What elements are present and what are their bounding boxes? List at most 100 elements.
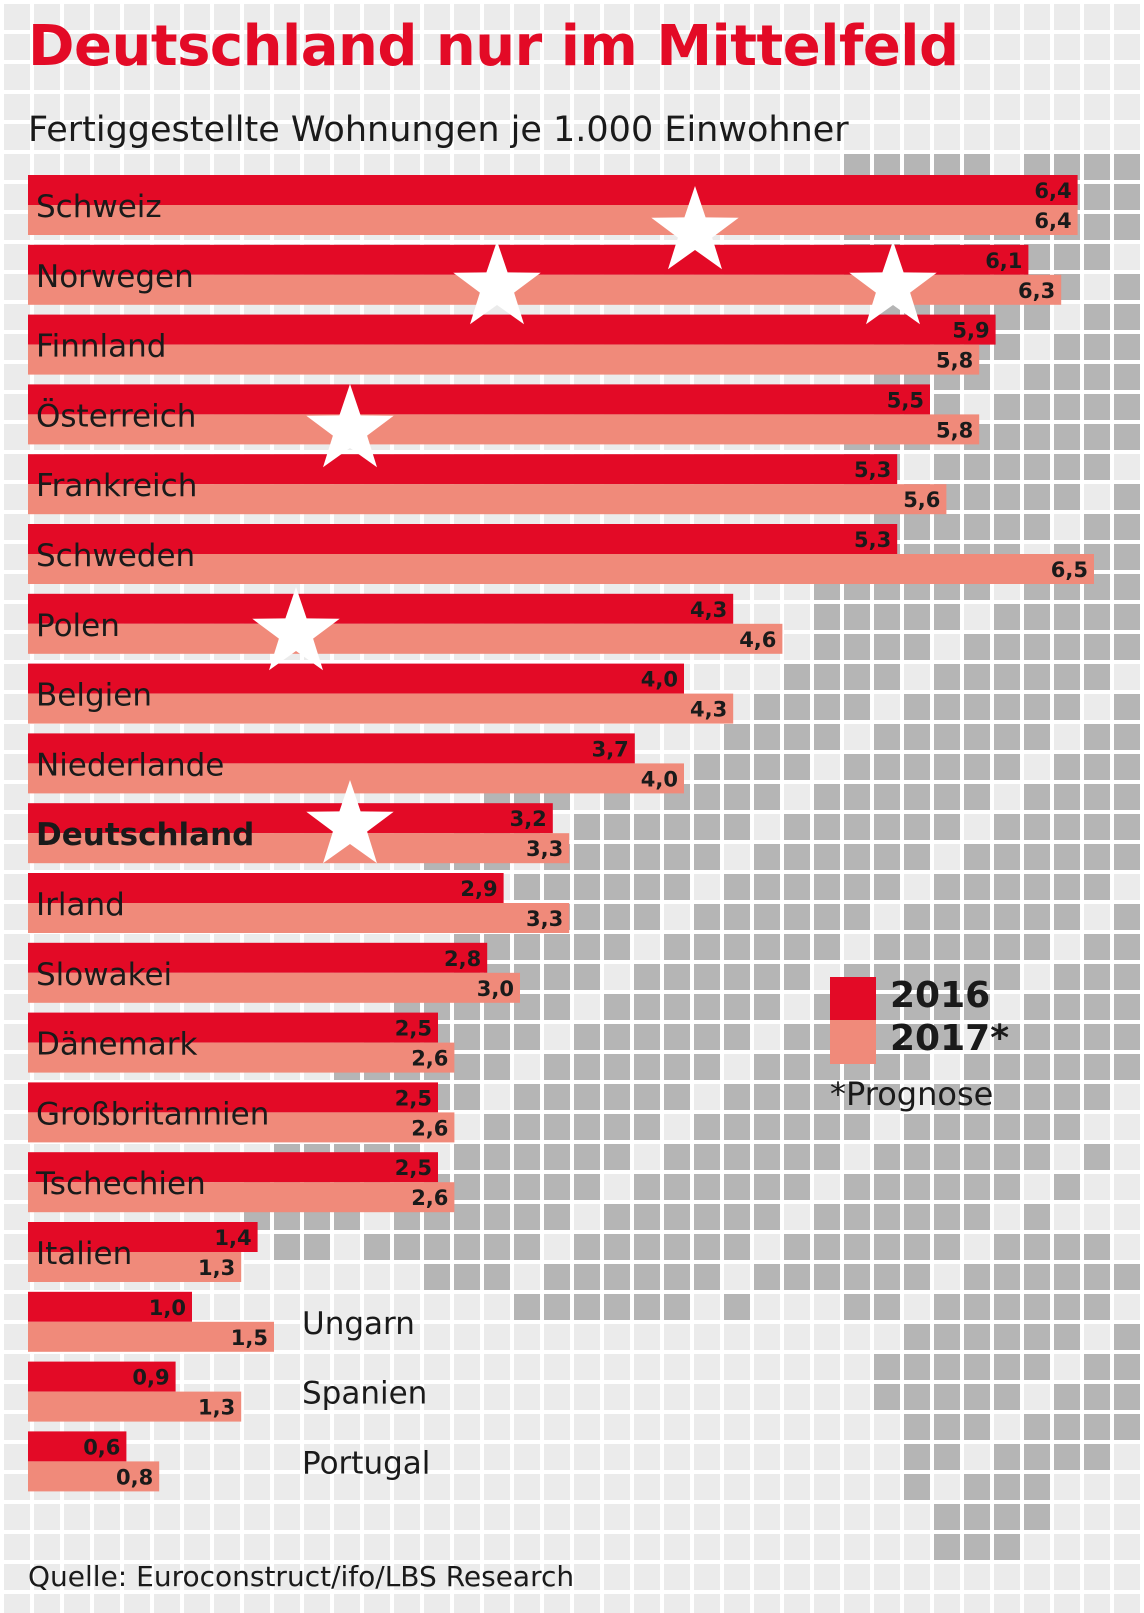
map-tile: [994, 664, 1020, 690]
map-tile: [784, 964, 810, 990]
map-tile: [604, 1054, 630, 1080]
map-tile: [1084, 1414, 1110, 1440]
map-tile: [664, 1024, 690, 1050]
map-tile: [904, 1114, 930, 1140]
category-label: Finnland: [36, 329, 166, 365]
map-tile: [934, 604, 960, 630]
map-tile: [994, 1474, 1020, 1500]
map-tile: [484, 1174, 510, 1200]
map-tile: [544, 1084, 570, 1110]
category-label: Portugal: [302, 1445, 430, 1481]
map-tile: [874, 664, 900, 690]
map-tile: [1024, 454, 1050, 480]
chart-subtitle: Fertiggestellte Wohnungen je 1.000 Einwo…: [28, 110, 849, 150]
map-tile: [1024, 304, 1050, 330]
value-label-2016: 4,0: [641, 668, 678, 692]
value-label-2017: 3,3: [526, 837, 563, 861]
value-label-2017: 3,0: [477, 977, 514, 1001]
value-label-2016: 6,1: [985, 249, 1022, 273]
map-tile: [1084, 154, 1110, 180]
map-tile: [574, 874, 600, 900]
map-tile: [964, 454, 990, 480]
map-tile: [754, 1084, 780, 1110]
map-tile: [964, 634, 990, 660]
category-label: Schweden: [36, 538, 195, 574]
map-tile: [784, 1234, 810, 1260]
map-tile: [1024, 664, 1050, 690]
map-tile: [724, 754, 750, 780]
map-tile: [1054, 334, 1080, 360]
map-tile: [784, 724, 810, 750]
map-tile: [424, 1234, 450, 1260]
category-label: Deutschland: [36, 817, 254, 853]
map-tile: [994, 724, 1020, 750]
bar-2016: [28, 524, 898, 554]
map-tile: [934, 694, 960, 720]
category-label: Niederlande: [36, 747, 224, 783]
map-tile: [994, 1174, 1020, 1200]
map-tile: [1084, 424, 1110, 450]
map-tile: [844, 754, 870, 780]
map-tile: [1054, 1264, 1080, 1290]
map-tile: [964, 1474, 990, 1500]
value-label-2016: 0,9: [132, 1366, 169, 1390]
category-label: Dänemark: [36, 1027, 198, 1063]
map-tile: [844, 694, 870, 720]
map-tile: [604, 1024, 630, 1050]
map-tile: [904, 844, 930, 870]
map-tile: [544, 964, 570, 990]
map-tile: [1024, 724, 1050, 750]
map-tile: [904, 1234, 930, 1260]
map-tile: [1024, 364, 1050, 390]
map-tile: [754, 1054, 780, 1080]
map-tile: [1114, 304, 1140, 330]
map-tile: [634, 1174, 660, 1200]
map-tile: [1024, 1474, 1050, 1500]
map-tile: [904, 814, 930, 840]
map-tile: [604, 1144, 630, 1170]
map-tile: [754, 904, 780, 930]
map-tile: [874, 1354, 900, 1380]
map-tile: [994, 514, 1020, 540]
map-tile: [1114, 154, 1140, 180]
map-tile: [994, 1504, 1020, 1530]
map-tile: [1054, 1024, 1080, 1050]
map-tile: [964, 904, 990, 930]
map-tile: [394, 1234, 420, 1260]
map-tile: [1114, 844, 1140, 870]
map-tile: [604, 934, 630, 960]
map-tile: [964, 994, 990, 1020]
map-tile: [994, 754, 1020, 780]
map-tile: [724, 994, 750, 1020]
map-tile: [724, 814, 750, 840]
map-tile: [484, 1234, 510, 1260]
value-label-2016: 1,4: [214, 1226, 251, 1250]
map-tile: [1114, 964, 1140, 990]
value-label-2017: 4,3: [690, 698, 727, 722]
bar-2016: [28, 1012, 438, 1043]
map-tile: [514, 934, 540, 960]
map-tile: [964, 1414, 990, 1440]
map-tile: [874, 1294, 900, 1320]
map-tile: [454, 1174, 480, 1200]
map-tile: [964, 874, 990, 900]
map-tile: [874, 1174, 900, 1200]
map-tile: [664, 874, 690, 900]
bar-2016: [28, 1082, 438, 1113]
bar-2017: [28, 554, 1094, 584]
category-label: Slowakei: [36, 957, 172, 993]
map-tile: [1114, 634, 1140, 660]
map-tile: [664, 934, 690, 960]
map-tile: [814, 1234, 840, 1260]
category-label: Österreich: [36, 397, 196, 434]
map-tile: [904, 1054, 930, 1080]
map-tile: [1084, 1264, 1110, 1290]
map-tile: [904, 604, 930, 630]
map-tile: [1114, 1324, 1140, 1350]
bar-2017: [28, 693, 734, 724]
map-tile: [484, 1204, 510, 1230]
map-tile: [724, 1144, 750, 1170]
map-tile: [1024, 1324, 1050, 1350]
category-label: Ungarn: [302, 1306, 415, 1342]
map-tile: [844, 604, 870, 630]
